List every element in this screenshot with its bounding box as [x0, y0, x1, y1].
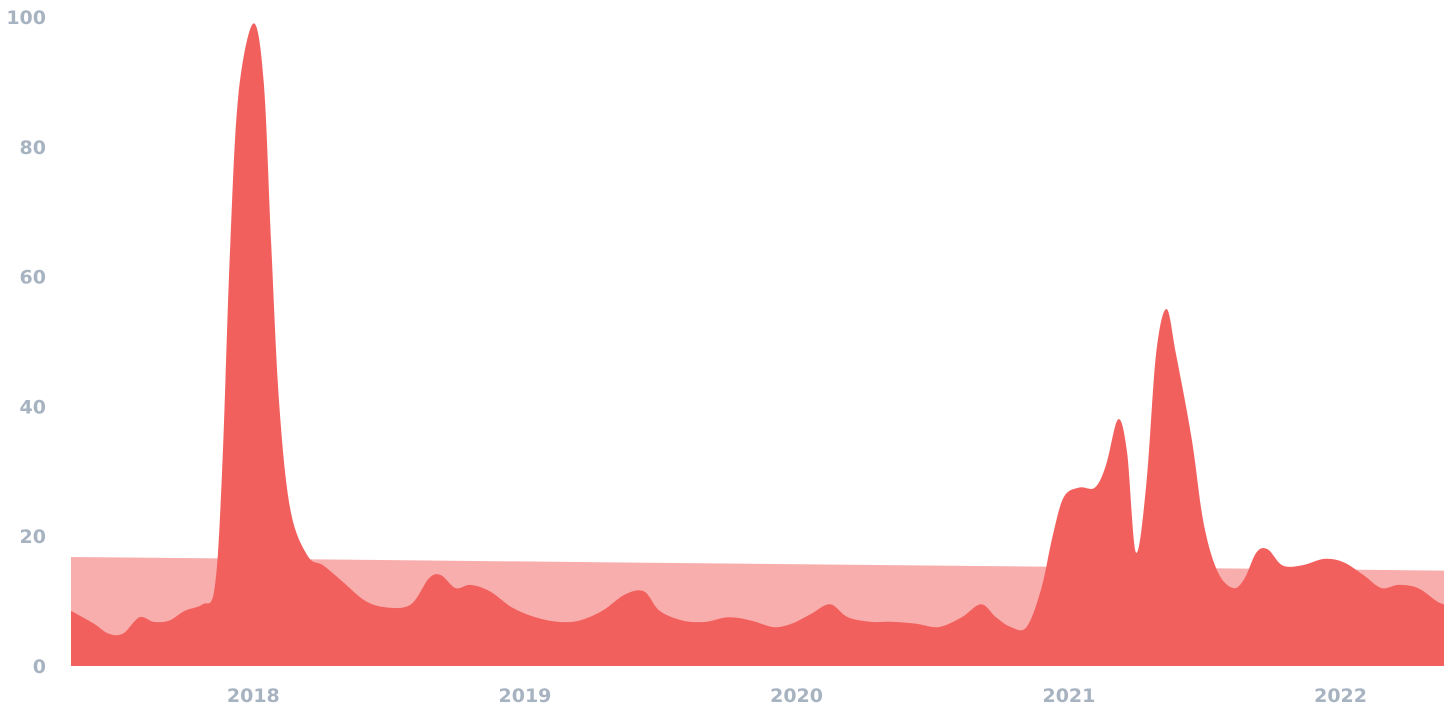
- y-tick-label: 0: [33, 656, 46, 678]
- x-tick-label: 2020: [770, 685, 823, 707]
- y-axis: 0 20 40 60 80 100: [6, 7, 46, 678]
- x-tick-label: 2021: [1042, 685, 1095, 707]
- interest-area: [71, 23, 1444, 667]
- x-tick-label: 2022: [1314, 685, 1367, 707]
- x-tick-label: 2019: [499, 685, 552, 707]
- x-axis: 2018 2019 2020 2021 2022: [227, 685, 1367, 707]
- y-tick-label: 40: [20, 396, 46, 418]
- y-tick-label: 80: [20, 137, 46, 159]
- y-tick-label: 60: [20, 267, 46, 289]
- y-tick-label: 20: [20, 526, 46, 548]
- x-tick-label: 2018: [227, 685, 280, 707]
- plot-area: [71, 23, 1444, 667]
- y-tick-label: 100: [6, 7, 46, 29]
